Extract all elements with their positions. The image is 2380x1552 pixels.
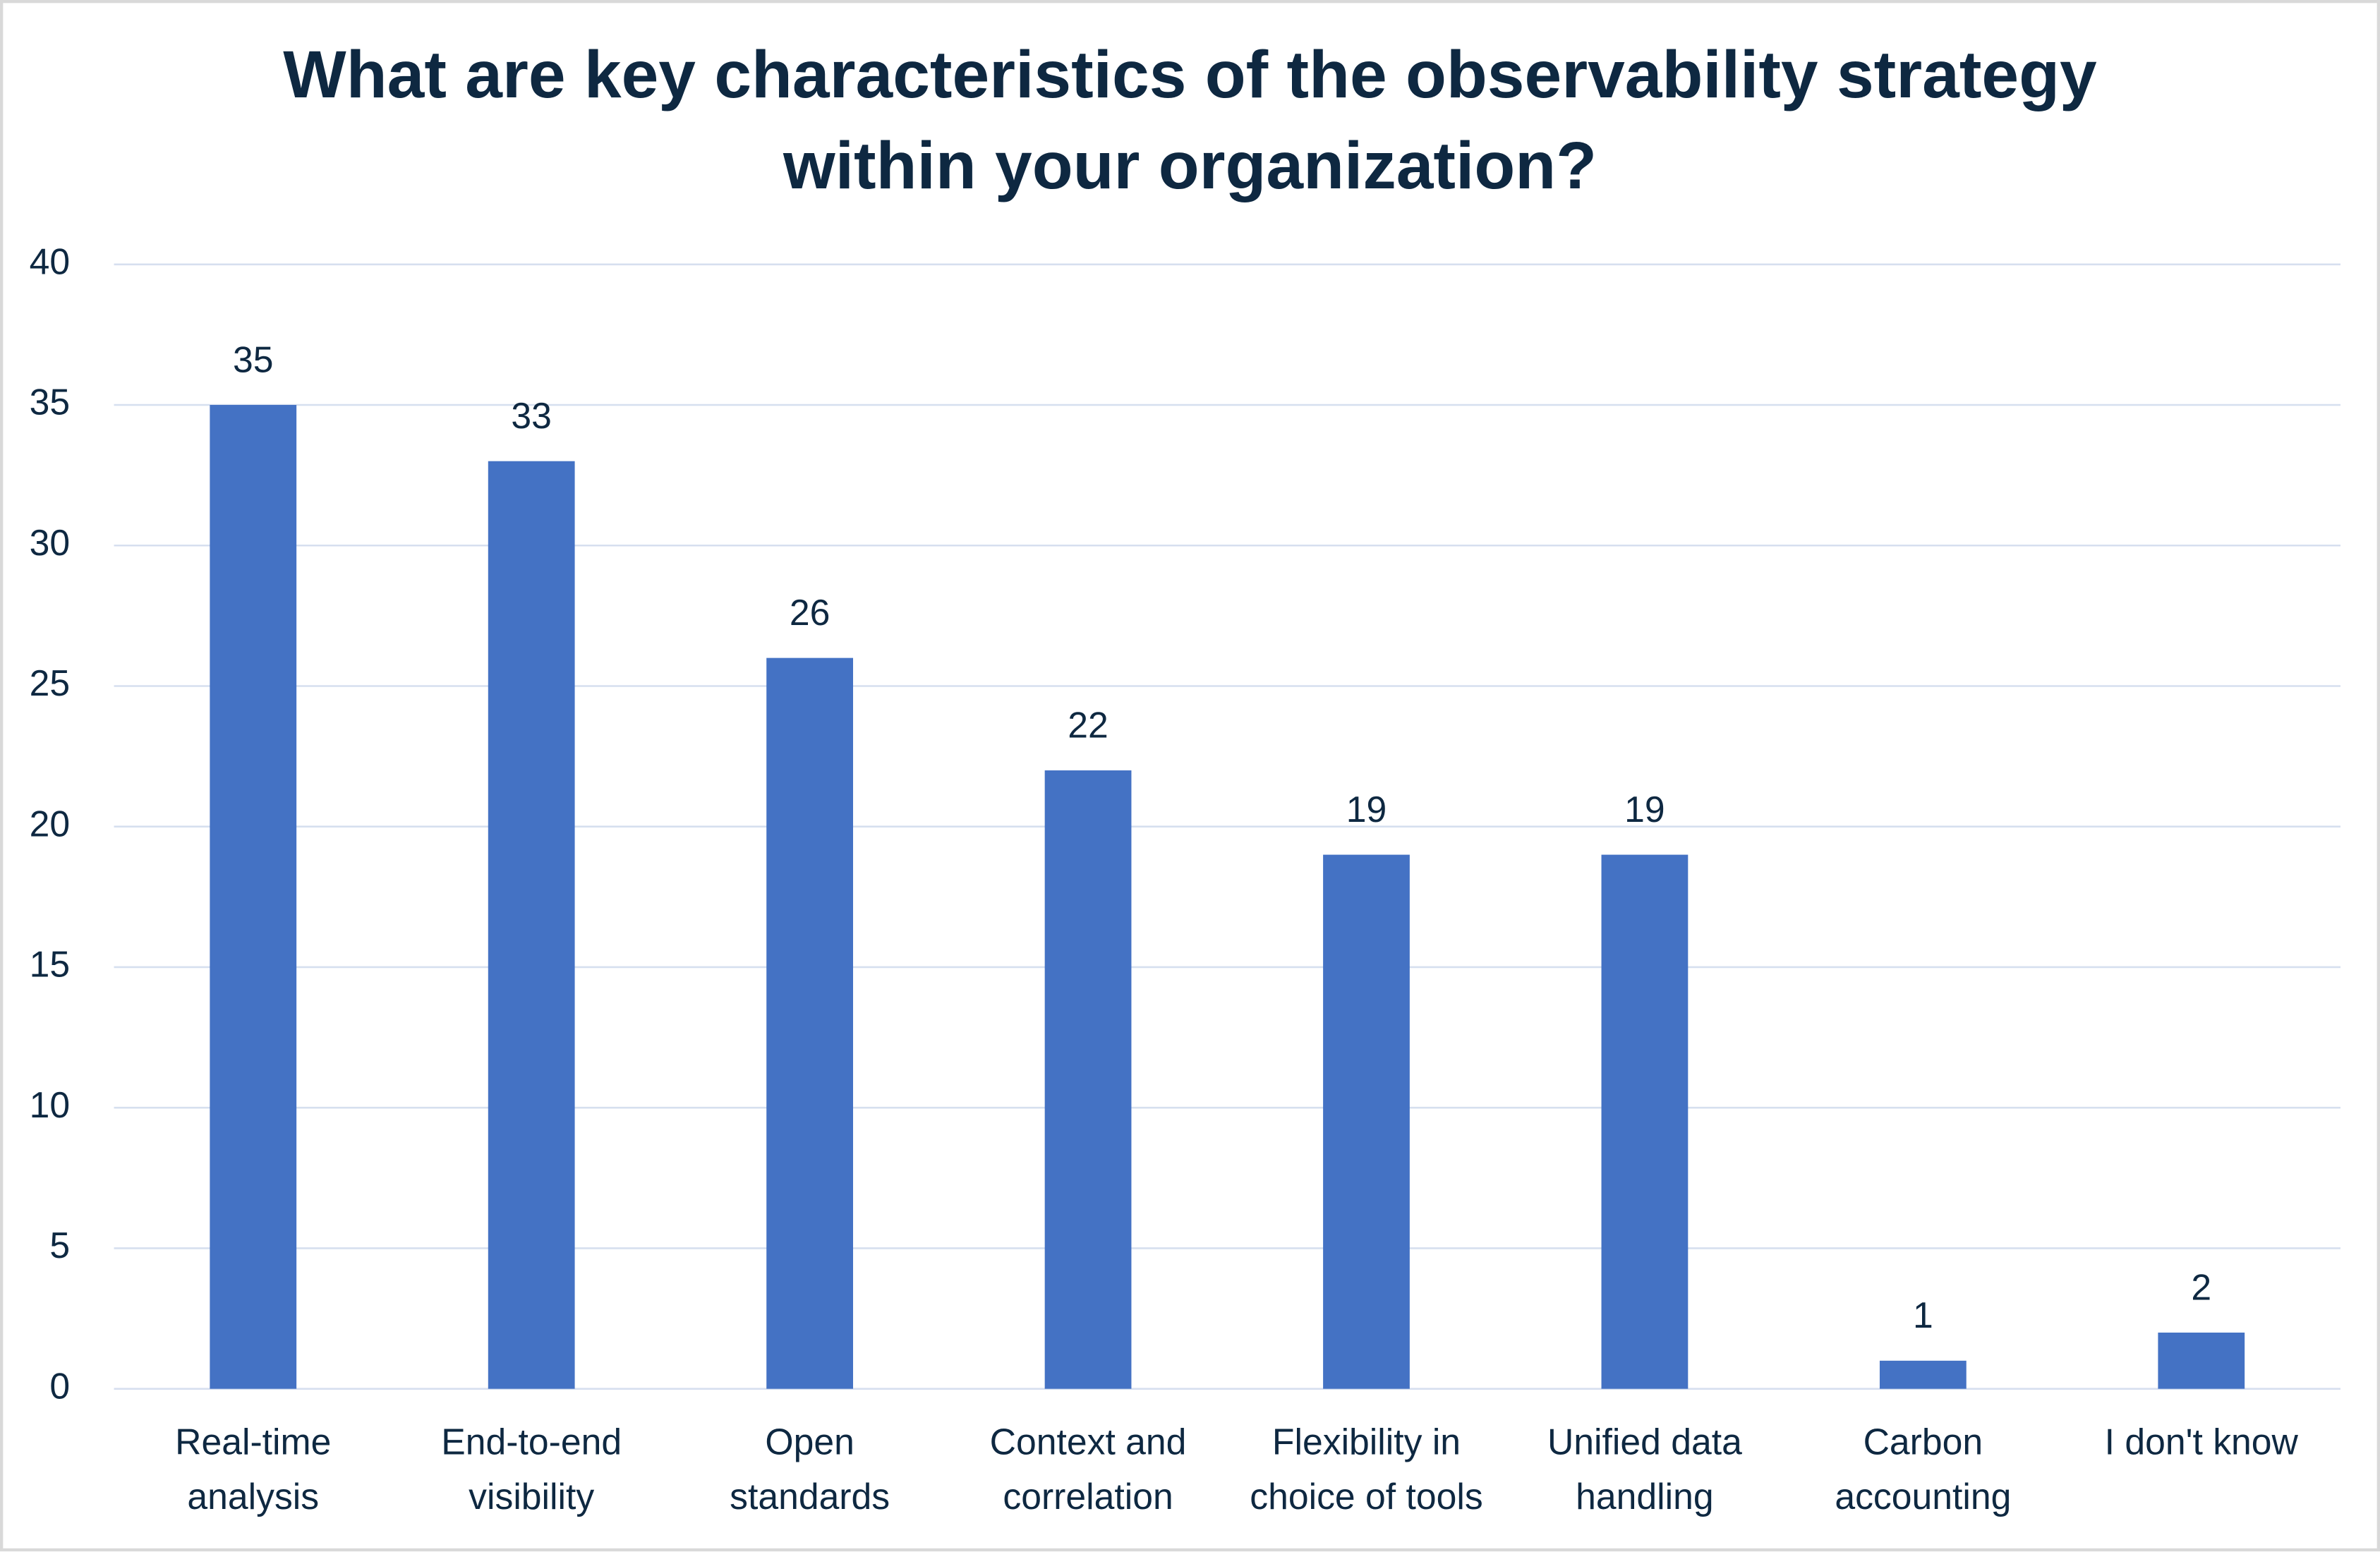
title-box: What are key characteristics of the obse… xyxy=(283,37,2097,204)
x-tick-label: Carbon accounting xyxy=(1835,1422,2012,1518)
data-label: 33 xyxy=(511,395,551,436)
data-label: 1 xyxy=(1913,1295,1933,1335)
x-label-box: Carbon accounting xyxy=(1835,1422,2012,1518)
y-tick-label: 35 xyxy=(30,382,70,423)
data-label: 19 xyxy=(1624,789,1665,830)
x-tick-label: Context and correlation xyxy=(989,1422,1187,1518)
x-tick-label: Open standards xyxy=(730,1422,890,1518)
x-tick-label: I don't know xyxy=(2104,1422,2298,1464)
y-tick-label: 15 xyxy=(30,944,70,985)
bar xyxy=(2158,1332,2245,1389)
x-label-box: Unified data handling xyxy=(1547,1422,1742,1518)
data-label: 26 xyxy=(790,592,830,633)
y-tick-label: 10 xyxy=(30,1084,70,1125)
chart-title: What are key characteristics of the obse… xyxy=(283,37,2097,204)
x-label-box: End-to-end visibility xyxy=(441,1422,622,1518)
bar xyxy=(488,461,575,1389)
x-label-box: Context and correlation xyxy=(989,1422,1187,1518)
bar xyxy=(1601,854,1689,1389)
bar xyxy=(210,405,297,1389)
x-tick-label: Unified data handling xyxy=(1547,1422,1742,1518)
x-tick-label: Real-time analysis xyxy=(175,1422,332,1518)
x-label-box: Open standards xyxy=(730,1422,890,1518)
y-tick-label: 40 xyxy=(30,241,70,281)
x-label-box: Real-time analysis xyxy=(175,1422,332,1518)
data-label: 35 xyxy=(233,339,273,380)
x-tick-label: End-to-end visibility xyxy=(441,1422,622,1518)
bar xyxy=(766,657,854,1389)
y-tick-label: 30 xyxy=(30,522,70,563)
bar xyxy=(1879,1360,1967,1389)
bar xyxy=(1323,854,1410,1389)
y-tick-label: 5 xyxy=(49,1225,70,1266)
x-label-box: I don't know xyxy=(2104,1422,2298,1464)
data-label: 22 xyxy=(1068,704,1108,745)
y-tick-label: 25 xyxy=(30,662,70,703)
data-label: 2 xyxy=(2191,1266,2211,1307)
bar xyxy=(1044,770,1132,1389)
x-tick-label: Flexibility in choice of tools xyxy=(1250,1422,1483,1518)
y-tick-label: 0 xyxy=(49,1365,70,1406)
x-label-box: Flexibility in choice of tools xyxy=(1250,1422,1483,1518)
y-tick-label: 20 xyxy=(30,803,70,844)
data-label: 19 xyxy=(1346,789,1387,830)
